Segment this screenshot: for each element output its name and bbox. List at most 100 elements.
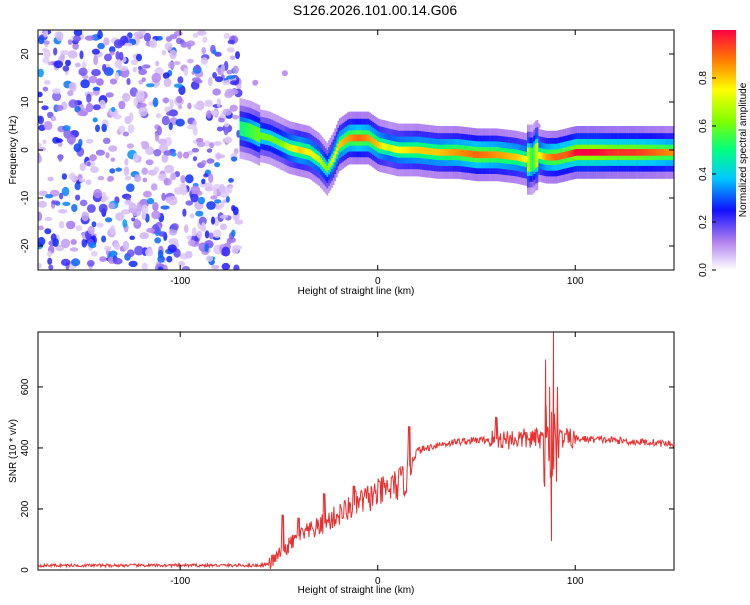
ridge-cell [636, 149, 638, 156]
noise-blob [44, 80, 51, 85]
noise-blob [93, 55, 99, 66]
noise-blob [182, 208, 187, 217]
ridge-cell [288, 144, 291, 151]
noise-blob [139, 232, 149, 240]
noise-blob [75, 225, 83, 232]
noise-blob [45, 194, 54, 199]
ridge-cell [468, 150, 471, 158]
ridge-cell [653, 149, 656, 156]
ridge-cell [547, 153, 550, 161]
noise-blob [186, 235, 192, 240]
ridge-cell [476, 151, 479, 159]
noise-blob [38, 200, 48, 208]
ridge-cell [519, 154, 521, 162]
noise-blob [152, 97, 159, 108]
noise-blob [72, 42, 79, 50]
noise-blob [177, 151, 183, 159]
noise-blob [166, 111, 174, 116]
ridge-cell [280, 140, 283, 147]
ridge-cell [457, 149, 460, 156]
ridge-cell [651, 149, 654, 156]
ridge-cell [282, 141, 284, 148]
noise-blob [115, 51, 121, 60]
noise-blob [197, 196, 206, 205]
ridge-cell [566, 151, 569, 158]
ridge-cell [269, 134, 272, 142]
noise-blob [212, 72, 218, 79]
noise-blob [102, 137, 111, 144]
noise-blob [196, 230, 203, 239]
ridge-cell [334, 151, 337, 159]
noise-blob [96, 222, 104, 228]
noise-blob [73, 30, 83, 37]
ridge-cell [407, 146, 409, 154]
ridge-cell [481, 151, 483, 159]
ridge-cell [599, 149, 602, 156]
noise-blob [74, 62, 81, 68]
ridge-cell [435, 148, 438, 156]
noise-blob [38, 262, 42, 269]
noise-blob [142, 177, 148, 183]
noise-blob [160, 205, 170, 210]
noise-blob [62, 65, 70, 72]
ridge-cell [484, 151, 487, 159]
ridge-cell [370, 136, 373, 144]
ridge-cell [591, 149, 594, 156]
ridge-cell [639, 149, 641, 156]
noise-blob [191, 227, 197, 237]
ridge-cell [318, 156, 321, 163]
ridge-cell [248, 123, 251, 138]
noise-blob [231, 229, 236, 237]
figure-title: S126.2026.101.00.14.G06 [293, 2, 457, 18]
ridge-cell [362, 134, 365, 142]
noise-blob [205, 255, 214, 262]
ridge-cell [500, 151, 502, 159]
noise-blob [206, 148, 213, 153]
ridge-cell [331, 158, 333, 165]
ridge-cell [372, 137, 374, 145]
noise-blob [219, 214, 229, 219]
noise-blob [104, 217, 113, 223]
noise-blob [145, 159, 154, 166]
ridge-cell [664, 149, 667, 156]
ridge-cell [577, 149, 580, 156]
ridge-cell [335, 147, 338, 155]
ridge-cell [449, 149, 452, 156]
ridge-cell [279, 139, 281, 147]
noise-blob [38, 236, 46, 246]
ridge-cell [501, 152, 504, 159]
x-tick-label: 100 [567, 576, 584, 587]
noise-blob [169, 34, 178, 40]
noise-blob [228, 178, 234, 183]
ridge-cell [666, 149, 668, 156]
noise-blob [151, 210, 161, 220]
noise-blob [229, 104, 238, 112]
ridge-cell [539, 152, 542, 160]
spectrogram-y-ticks: -20 -10 0 10 20 [20, 48, 674, 253]
noise-blob [215, 154, 226, 159]
noise-blob [97, 30, 103, 40]
noise-blob [229, 80, 239, 86]
ridge-cell [568, 150, 570, 158]
ridge-cell [320, 158, 322, 165]
noise-blob [163, 178, 172, 186]
noise-blob [85, 102, 94, 113]
noise-blob [88, 75, 98, 84]
ridge-cell [517, 154, 520, 161]
noise-blob [79, 199, 88, 207]
noise-blob [154, 237, 162, 244]
noise-blob [207, 76, 213, 87]
noise-blob [187, 102, 192, 110]
ridge-cell [514, 153, 517, 161]
ridge-cell [444, 149, 447, 156]
ridge-cell [637, 149, 640, 156]
ridge-cell [422, 147, 425, 154]
ridge-cell [381, 142, 384, 150]
noise-blob [185, 174, 194, 184]
ridge-cell [266, 134, 269, 141]
noise-blob [221, 262, 231, 270]
noise-blob [163, 150, 174, 156]
noise-blob [113, 39, 124, 49]
noise-blob [168, 195, 178, 206]
